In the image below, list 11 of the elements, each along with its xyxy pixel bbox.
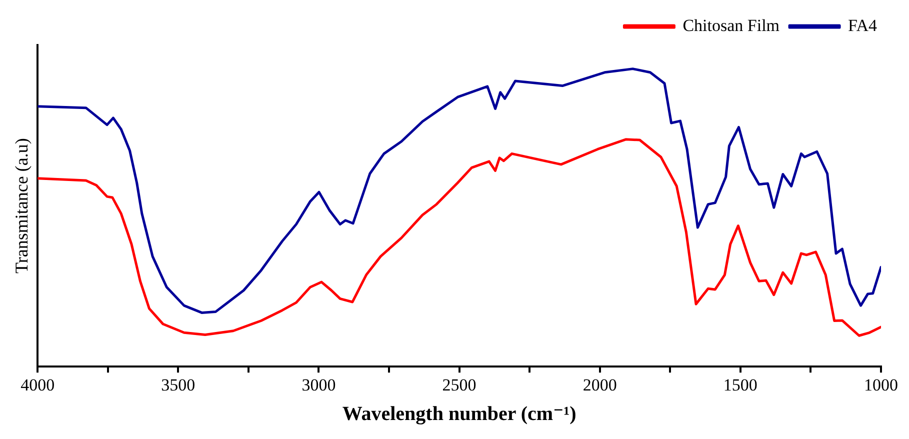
x-tick-label: 1500 [723, 375, 758, 394]
x-tick-label: 2000 [582, 375, 617, 394]
legend-label: Chitosan Film [682, 16, 780, 35]
x-tick-label: 3000 [302, 375, 336, 394]
x-tick-label: 3500 [161, 375, 196, 394]
legend-label: FA4 [848, 16, 878, 35]
x-tick-label: 1000 [864, 375, 898, 394]
x-tick-label: 2500 [442, 375, 476, 394]
x-tick-label: 4000 [20, 375, 55, 394]
x-axis-title: Wavelength number (cm⁻¹) [342, 403, 576, 426]
y-axis-title: Transmitance (a.u) [12, 138, 32, 274]
